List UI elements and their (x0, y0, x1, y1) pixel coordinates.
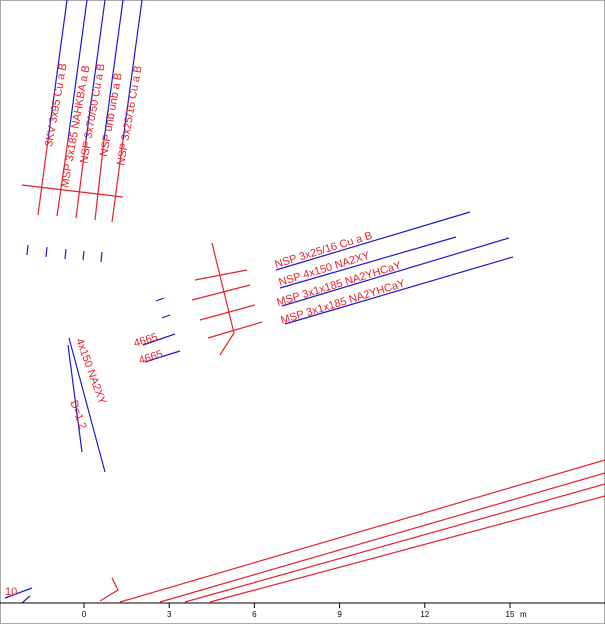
scale-label: 9 (337, 610, 342, 619)
scale-label: 12 (420, 610, 429, 619)
cable-label: 10 (5, 586, 17, 598)
scale-label: 6 (252, 610, 257, 619)
scale-label: 15 (506, 610, 515, 619)
scale-unit: m (520, 610, 527, 619)
cables (4, 0, 605, 604)
scale-label: 3 (167, 610, 172, 619)
scale-label: 0 (82, 610, 87, 619)
